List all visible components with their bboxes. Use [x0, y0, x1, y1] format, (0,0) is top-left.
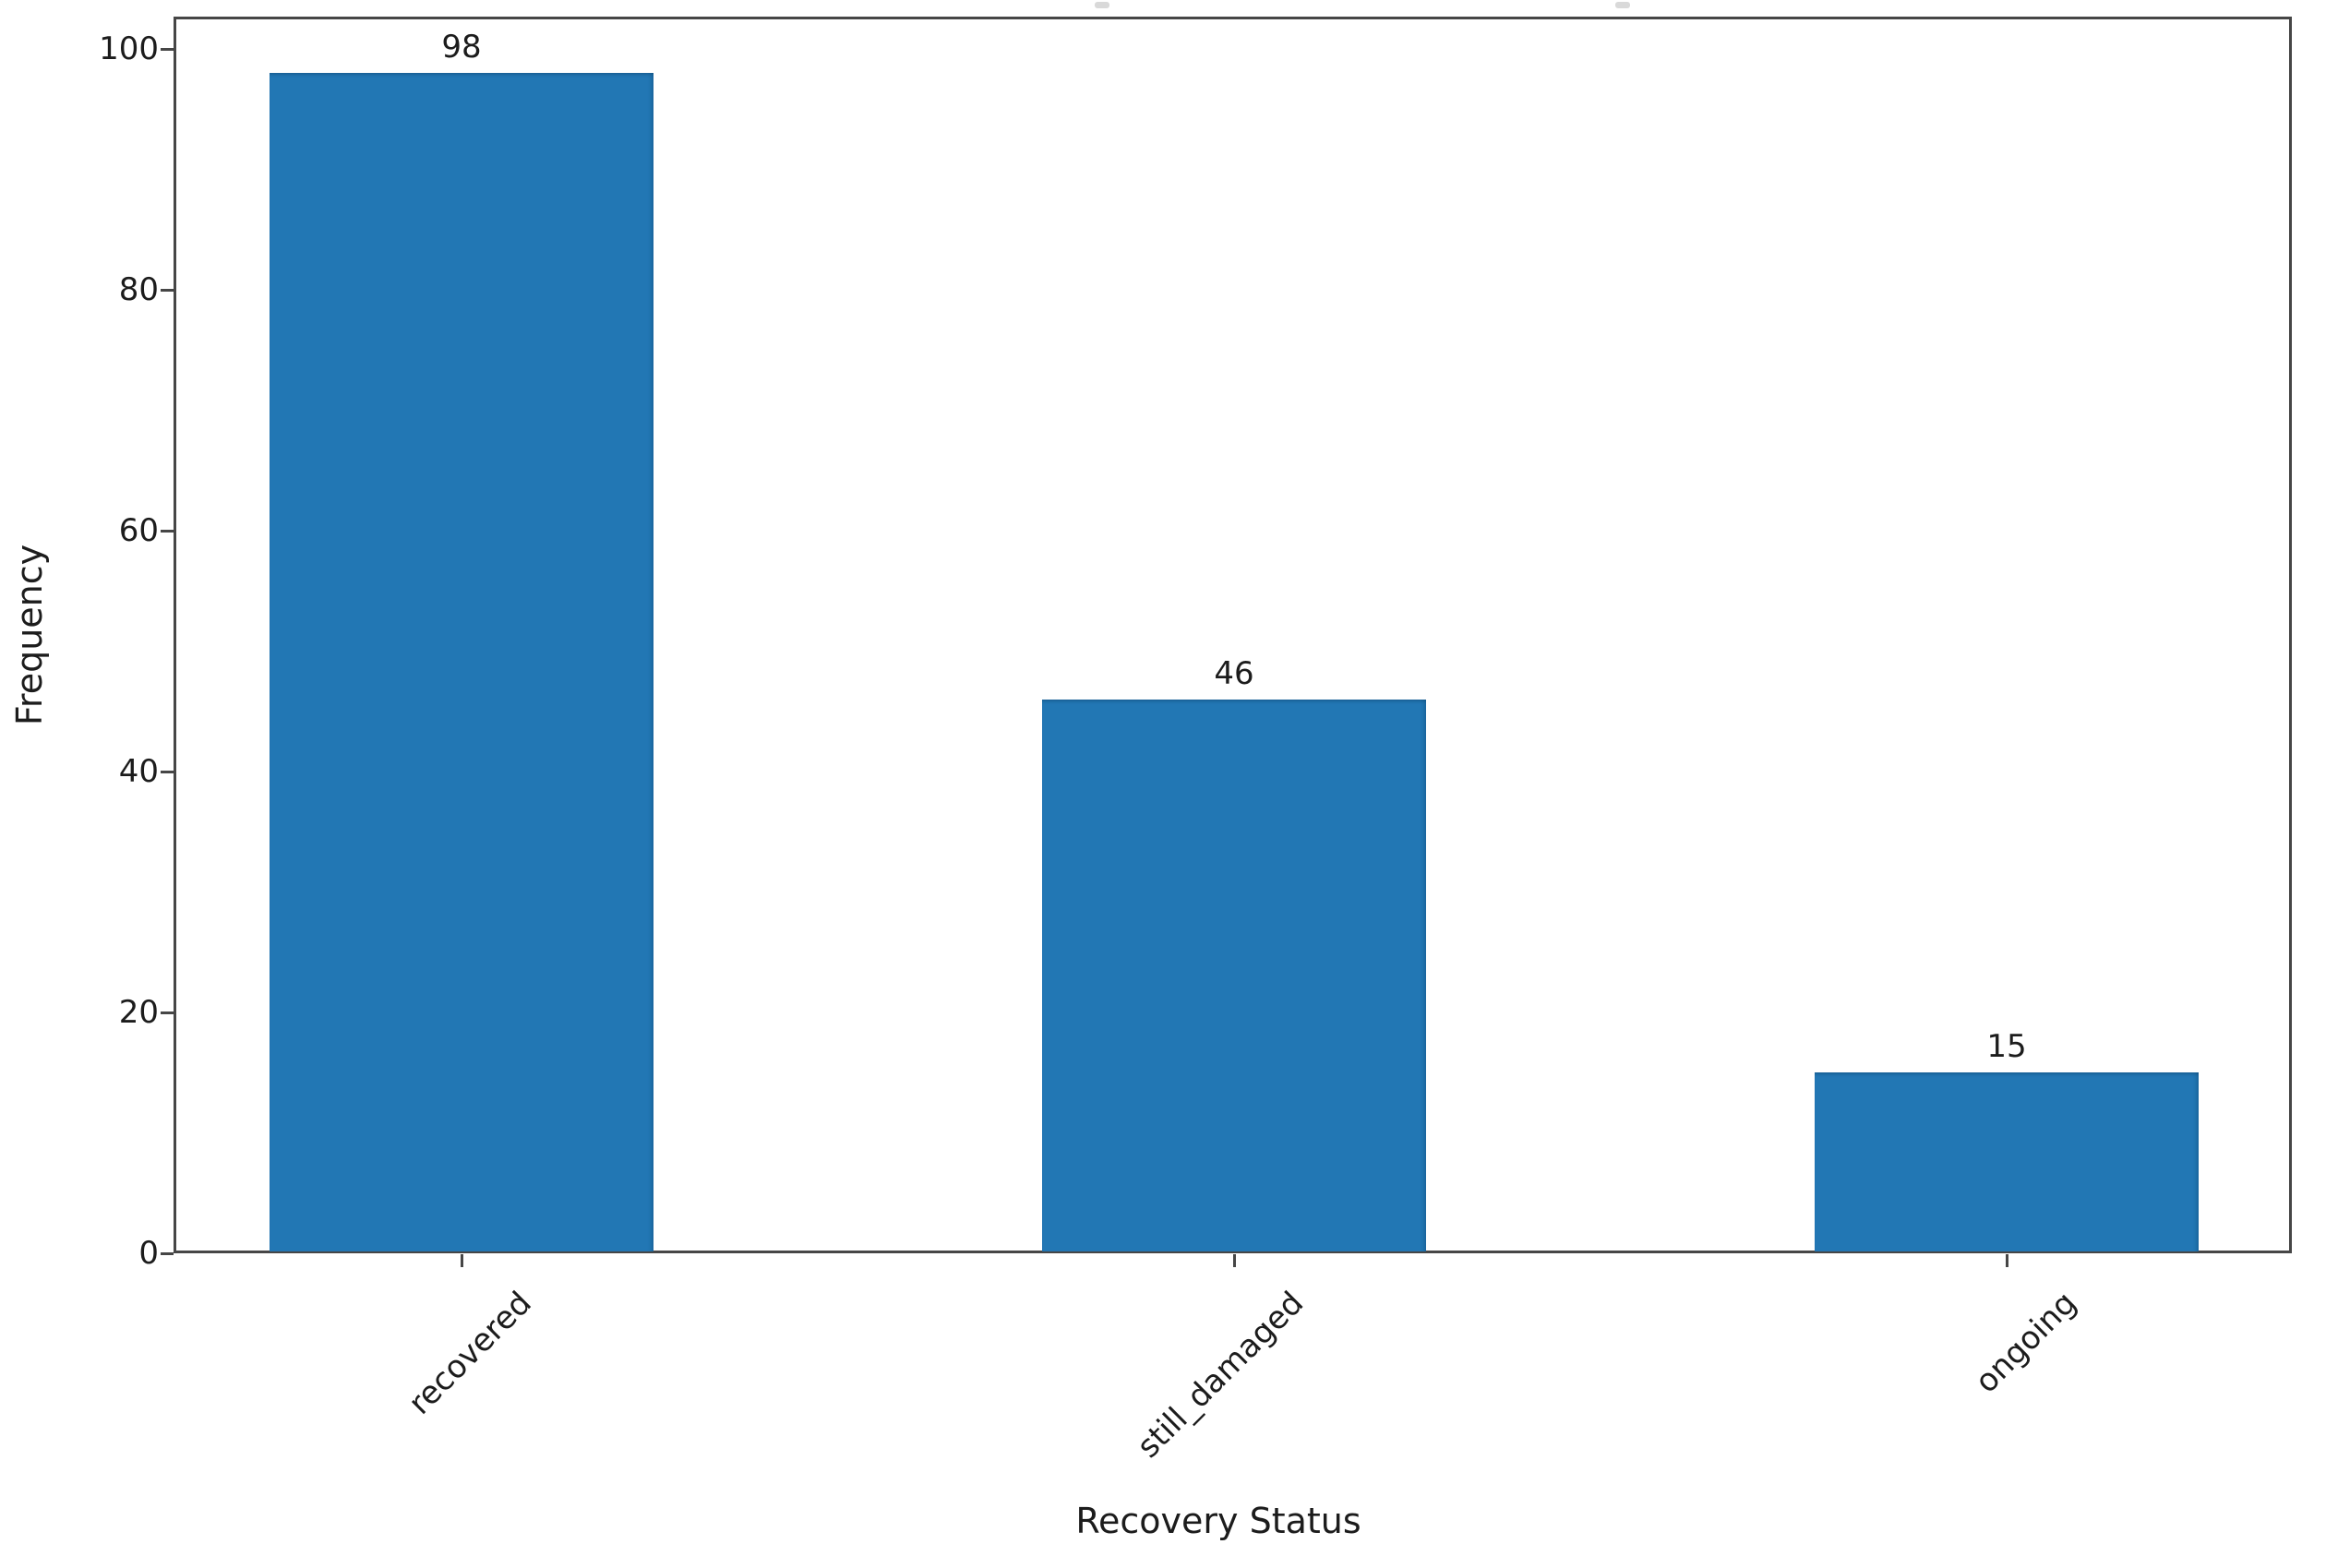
bar-value-label: 98: [441, 29, 482, 66]
y-axis-label: Frequency: [9, 544, 50, 726]
bar-value-label: 15: [1986, 1028, 2027, 1066]
y-tick-label: 100: [99, 30, 159, 67]
y-tick-mark: [161, 47, 174, 51]
cropped-title-artifact: [1615, 2, 1630, 8]
x-tick-mark: [1232, 1254, 1236, 1267]
x-tick-label: recovered: [401, 1285, 539, 1422]
y-tick-mark: [161, 1251, 174, 1255]
bar-ongoing: [1815, 1072, 2199, 1251]
x-tick-label: still_damaged: [1130, 1285, 1312, 1466]
y-tick-mark: [161, 1011, 174, 1014]
x-tick-label: ongoing: [1967, 1285, 2084, 1401]
x-tick-mark: [460, 1254, 463, 1267]
y-tick-mark: [161, 288, 174, 292]
y-tick-label: 20: [118, 994, 159, 1031]
bar-recovered: [270, 73, 653, 1251]
y-tick-label: 40: [118, 753, 159, 790]
x-tick-mark: [2005, 1254, 2008, 1267]
y-tick-label: 80: [118, 271, 159, 308]
y-tick-mark: [161, 529, 174, 533]
y-tick-mark: [161, 770, 174, 773]
y-tick-label: 0: [138, 1235, 159, 1272]
bar-value-label: 46: [1214, 654, 1254, 692]
cropped-title-artifact: [1095, 2, 1109, 8]
bar-still_damaged: [1042, 699, 1426, 1251]
x-axis-label: Recovery Status: [1075, 1501, 1361, 1541]
y-tick-label: 60: [118, 512, 159, 549]
